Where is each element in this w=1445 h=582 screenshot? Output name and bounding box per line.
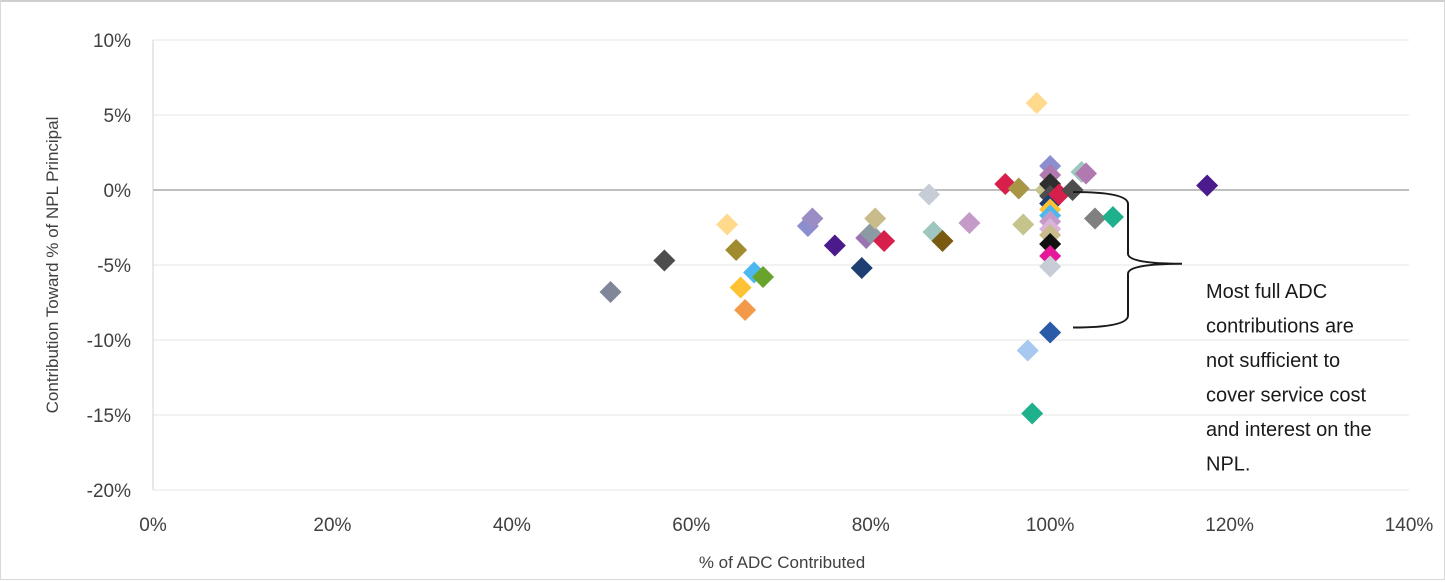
data-point bbox=[653, 250, 675, 272]
data-point bbox=[1017, 340, 1039, 362]
y-tick-label: -15% bbox=[87, 406, 131, 427]
x-tick-label: 40% bbox=[493, 515, 531, 536]
annotation-bracket bbox=[1073, 192, 1182, 328]
data-point bbox=[851, 257, 873, 279]
data-point bbox=[958, 212, 980, 234]
data-point bbox=[918, 184, 940, 206]
y-tick-label: 0% bbox=[104, 181, 132, 202]
data-points bbox=[600, 92, 1219, 425]
y-axis-title: Contribution Toward % of NPL Principal bbox=[43, 117, 62, 414]
data-point bbox=[1196, 175, 1218, 197]
x-tick-label: 60% bbox=[672, 515, 710, 536]
x-tick-label: 0% bbox=[139, 515, 167, 536]
data-point bbox=[824, 235, 846, 257]
data-point bbox=[1012, 214, 1034, 236]
annotation-text-line: NPL. bbox=[1206, 454, 1250, 476]
x-tick-label: 140% bbox=[1385, 515, 1434, 536]
annotation-text-line: not sufficient to bbox=[1206, 350, 1340, 372]
data-point bbox=[734, 299, 756, 321]
data-point bbox=[1102, 206, 1124, 228]
y-tick-label: 10% bbox=[93, 31, 131, 52]
annotation-text-line: Most full ADC bbox=[1206, 281, 1327, 303]
x-tick-label: 80% bbox=[852, 515, 890, 536]
y-tick-label: 5% bbox=[104, 106, 132, 127]
data-point bbox=[1084, 208, 1106, 230]
data-point bbox=[730, 277, 752, 299]
data-point bbox=[1026, 92, 1048, 114]
data-point bbox=[1021, 403, 1043, 425]
annotation-group: Most full ADC contributions are not suffic… bbox=[1073, 192, 1372, 476]
x-tick-label: 100% bbox=[1026, 515, 1075, 536]
x-tick-label: 120% bbox=[1205, 515, 1254, 536]
y-tick-label: -20% bbox=[87, 481, 131, 502]
annotation-text-line: contributions are bbox=[1206, 316, 1354, 338]
x-axis-ticks: 0% 20% 40% 60% 80% 100% 120% 140% bbox=[139, 515, 1433, 536]
x-axis-title: % of ADC Contributed bbox=[699, 553, 865, 572]
x-tick-label: 20% bbox=[313, 515, 351, 536]
data-point bbox=[725, 239, 747, 261]
y-tick-label: -5% bbox=[97, 256, 131, 277]
annotation-text-line: and interest on the bbox=[1206, 419, 1372, 441]
data-point bbox=[600, 281, 622, 303]
y-axis-ticks: 10% 5% 0% -5% -10% -15% -20% bbox=[87, 31, 131, 502]
y-tick-label: -10% bbox=[87, 331, 131, 352]
annotation-text-line: cover service cost bbox=[1206, 385, 1366, 407]
data-point bbox=[716, 214, 738, 236]
